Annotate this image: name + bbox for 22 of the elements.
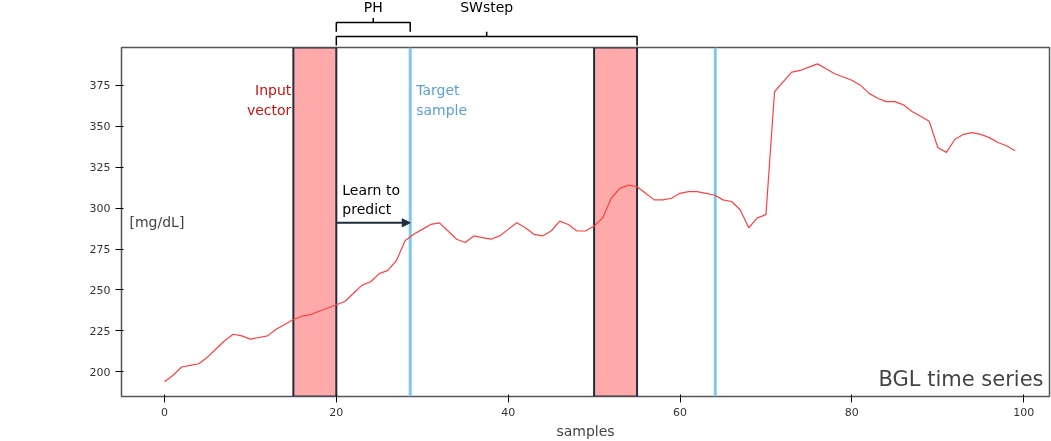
x-tick-label: 80 [844,405,859,419]
y-tick-label: 375 [89,79,111,93]
text: SWstep [460,0,514,16]
ref-line-label: Target sample [415,82,468,118]
x-tick-label: 40 [501,405,516,419]
y-tick-label: 325 [89,161,111,175]
y-tick-label: 275 [89,243,111,257]
y-tick-label: 225 [89,324,111,338]
x-tick-label: 0 [160,405,168,419]
x-tick-label: 100 [1013,405,1035,419]
x-tick-label: 60 [673,405,688,419]
y-tick-label: 250 [89,284,111,297]
annotation: Learn to predict [342,181,400,217]
y-tick-label: 350 [89,120,111,134]
y-axis-title: [mg/dL] [129,214,185,230]
text: PH [363,0,383,16]
y-tick-label: 300 [89,202,111,216]
x-axis-title: samples [556,422,615,439]
y-tick-label: 200 [89,365,111,379]
x-tick-label: 20 [329,405,344,419]
annotation: BGL time series [878,366,1044,391]
band-label: Input vector [246,82,292,118]
